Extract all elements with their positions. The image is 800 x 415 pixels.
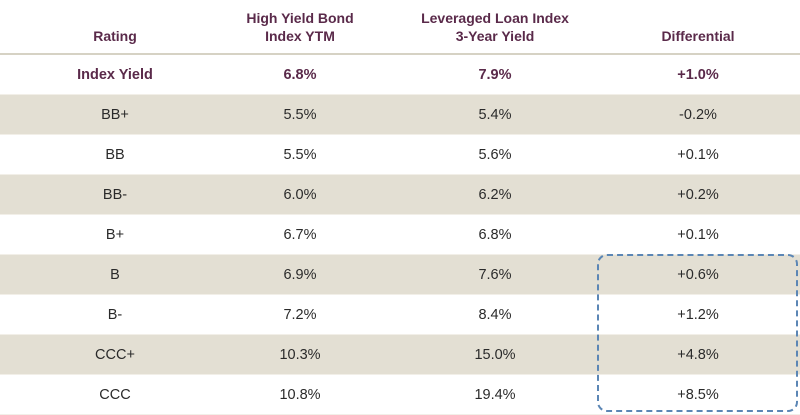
header-rating: Rating xyxy=(25,27,205,45)
cell-diff: +4.8% xyxy=(677,346,719,363)
header-diff-text: Differential xyxy=(661,28,735,44)
highlight-box xyxy=(597,254,798,412)
cell-ll: 8.4% xyxy=(478,306,512,323)
table-header: Rating High Yield Bond Index YTM Leverage… xyxy=(0,0,800,55)
cell-diff: +0.1% xyxy=(677,226,719,243)
cell-rating: B+ xyxy=(105,226,125,243)
cell-rating: Index Yield xyxy=(77,67,153,83)
table-row: CCC+ 10.3% 15.0% +4.8% xyxy=(0,335,800,375)
header-hy-line2: Index YTM xyxy=(265,28,335,44)
cell-diff: +8.5% xyxy=(677,386,719,403)
cell-hy: 6.7% xyxy=(283,226,317,243)
table-row: B 6.9% 7.6% +0.6% xyxy=(0,255,800,295)
cell-ll: 7.6% xyxy=(478,266,512,283)
cell-rating: B xyxy=(110,266,120,283)
cell-diff: +0.6% xyxy=(677,266,719,283)
index-yield-row: Index Yield 6.8% 7.9% +1.0% xyxy=(0,56,800,95)
cell-hy: 5.5% xyxy=(283,106,317,123)
cell-rating: BB- xyxy=(102,186,128,203)
cell-hy: 6.0% xyxy=(283,186,317,203)
header-high-yield: High Yield Bond Index YTM xyxy=(210,9,390,45)
cell-ll: 5.4% xyxy=(478,106,512,123)
table-row: B+ 6.7% 6.8% +0.1% xyxy=(0,215,800,255)
cell-hy: 10.8% xyxy=(279,386,321,403)
cell-rating: CCC xyxy=(99,386,131,403)
cell-rating: B- xyxy=(107,306,123,323)
cell-ll: 7.9% xyxy=(478,67,512,83)
cell-rating: BB xyxy=(105,146,125,163)
table-row: BB 5.5% 5.6% +0.1% xyxy=(0,135,800,175)
cell-rating: CCC+ xyxy=(95,346,135,363)
cell-diff: +1.2% xyxy=(677,306,719,323)
header-differential: Differential xyxy=(600,27,796,45)
cell-ll: 5.6% xyxy=(478,146,512,163)
cell-hy: 7.2% xyxy=(283,306,317,323)
cell-hy: 10.3% xyxy=(279,346,321,363)
table-row: B- 7.2% 8.4% +1.2% xyxy=(0,295,800,335)
table-row: BB+ 5.5% 5.4% -0.2% xyxy=(0,95,800,135)
header-hy-line1: High Yield Bond xyxy=(246,10,354,26)
cell-hy: 5.5% xyxy=(283,146,317,163)
cell-ll: 19.4% xyxy=(474,386,516,403)
cell-hy: 6.8% xyxy=(283,67,317,83)
header-rating-text: Rating xyxy=(93,28,137,44)
cell-diff: +0.2% xyxy=(677,186,719,203)
cell-diff: +1.0% xyxy=(677,67,719,83)
header-ll-line1: Leveraged Loan Index xyxy=(421,10,569,26)
cell-ll: 6.2% xyxy=(478,186,512,203)
header-ll-line2: 3-Year Yield xyxy=(455,28,535,44)
table-row: BB- 6.0% 6.2% +0.2% xyxy=(0,175,800,215)
cell-hy: 6.9% xyxy=(283,266,317,283)
cell-rating: BB+ xyxy=(101,106,129,123)
cell-diff: +0.1% xyxy=(677,146,719,163)
cell-diff: -0.2% xyxy=(679,106,717,123)
cell-ll: 6.8% xyxy=(478,226,512,243)
cell-ll: 15.0% xyxy=(474,346,516,363)
header-leveraged-loan: Leveraged Loan Index 3-Year Yield xyxy=(400,9,590,45)
